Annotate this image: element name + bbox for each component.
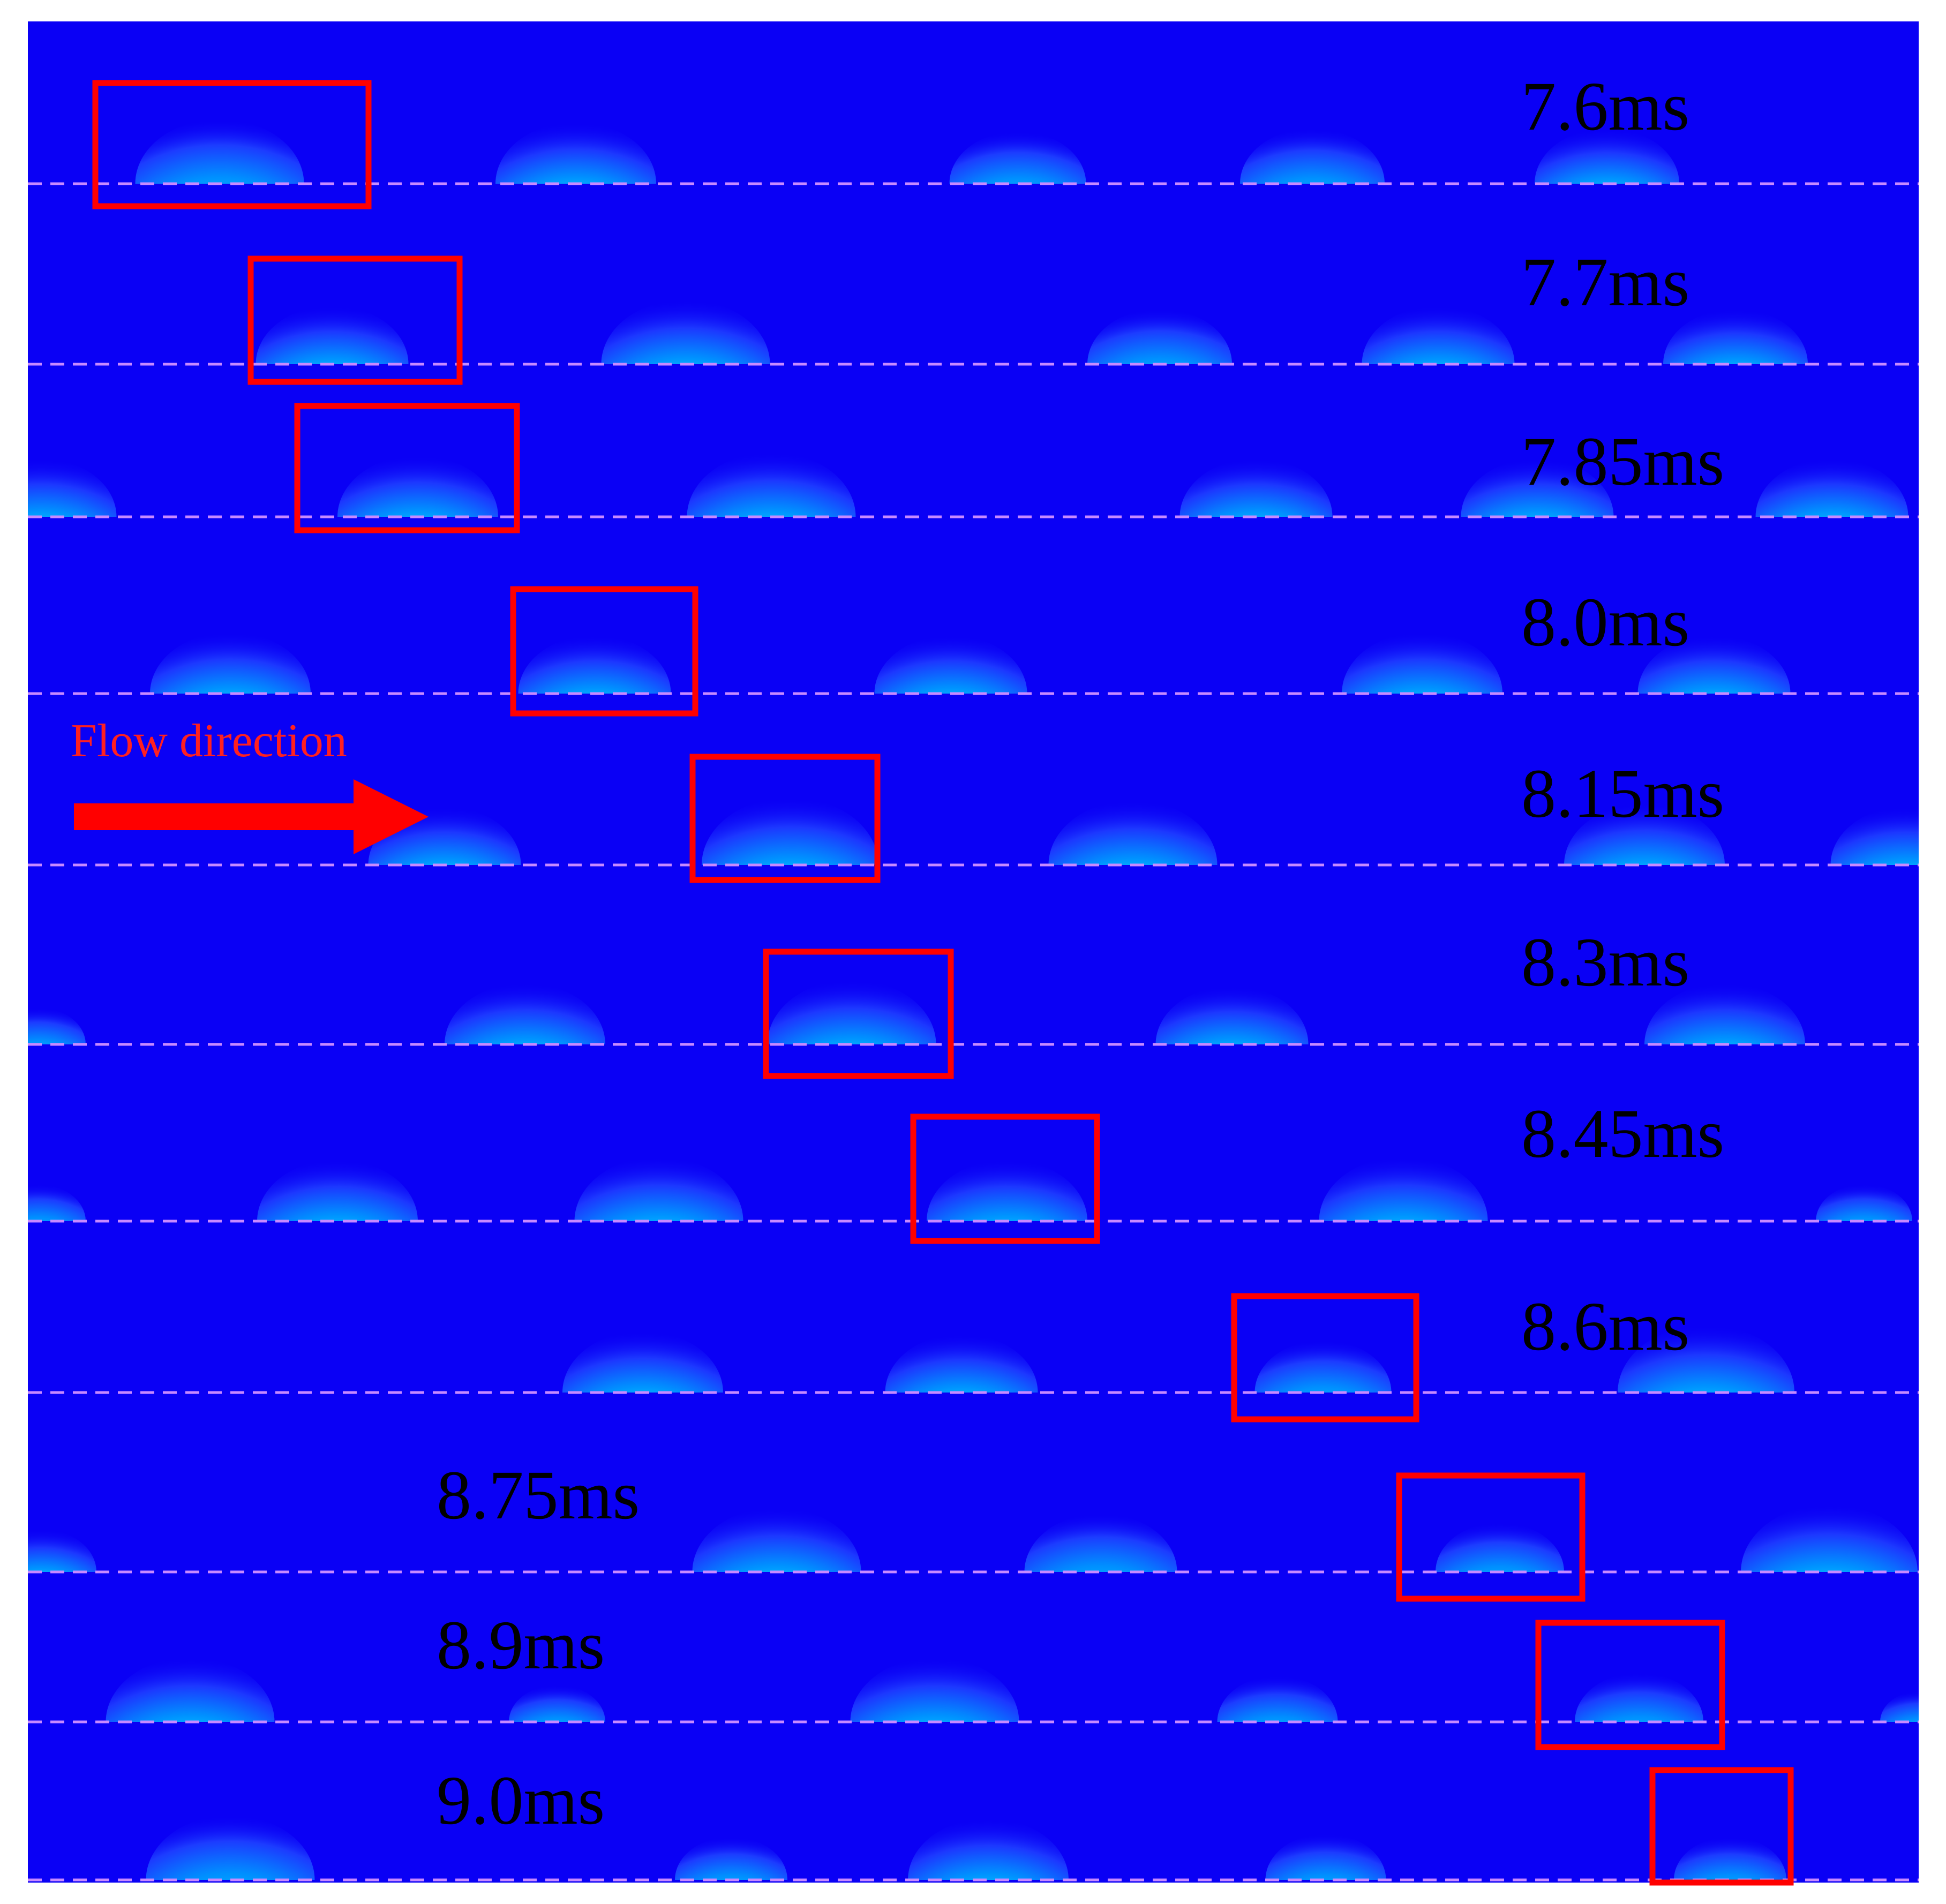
bubble: [1155, 985, 1309, 1044]
bubble: [1674, 1837, 1786, 1880]
bubble: [1644, 983, 1805, 1044]
bubble: [687, 452, 856, 517]
snapshot-row-11: [146, 1815, 1786, 1880]
flow-direction-annotation: Flow direction: [71, 715, 429, 854]
bubble: [1637, 635, 1791, 694]
bubble: [28, 1007, 86, 1044]
highlight-box-layer: [92, 80, 1794, 1886]
bubble: [885, 1334, 1038, 1393]
bubble: [1024, 1513, 1177, 1572]
bubble: [1461, 458, 1614, 517]
bubble: [1880, 1691, 1919, 1722]
bubble: [927, 1160, 1087, 1221]
bubble: [445, 983, 605, 1044]
right-arrow-icon: [74, 779, 429, 854]
tracked-bubble-box: [510, 586, 698, 717]
bubble: [1240, 128, 1385, 184]
bubble: [28, 1184, 86, 1221]
bubble: [1179, 458, 1333, 517]
bubble: [106, 1657, 275, 1722]
snapshot-row-4: [150, 632, 1791, 694]
snapshot-row-10: [106, 1657, 1919, 1722]
tracked-bubble-box: [910, 1113, 1100, 1244]
time-label: 8.45ms: [1521, 1095, 1724, 1172]
tracked-bubble-box: [689, 754, 881, 883]
bubble: [1575, 1673, 1703, 1722]
bubble: [1319, 1156, 1488, 1221]
bubble: [1816, 1184, 1912, 1221]
bubble: [562, 1331, 723, 1393]
bubble: [337, 455, 498, 517]
bubble: [1087, 308, 1232, 364]
tracked-bubble-box: [1231, 1293, 1419, 1423]
bubble: [1254, 1340, 1392, 1393]
bubble: [1217, 1675, 1338, 1722]
snapshot-row-6: [28, 980, 1805, 1044]
time-label: 7.85ms: [1521, 423, 1724, 500]
time-label: 8.9ms: [437, 1607, 605, 1684]
tracked-bubble-box: [1649, 1767, 1794, 1886]
time-label: 9.0ms: [437, 1762, 605, 1839]
bubble-layer: [28, 119, 1919, 1880]
bubble: [675, 1837, 787, 1880]
tracked-bubble-box: [763, 949, 954, 1079]
time-label: 8.75ms: [437, 1457, 640, 1534]
bubble: [257, 1160, 418, 1221]
bubble: [1663, 308, 1808, 364]
bubble: [146, 1815, 315, 1880]
bubble: [1755, 458, 1909, 517]
bubble: [135, 119, 304, 184]
snapshot-row-1: [135, 119, 1679, 184]
snapshot-row-8: [562, 1324, 1794, 1393]
tracked-bubble-box: [247, 255, 463, 385]
bubble: [1564, 803, 1725, 865]
snapshot-row-7: [28, 1156, 1912, 1221]
flow-direction-label: Flow direction: [71, 715, 347, 767]
bubble: [509, 1685, 605, 1722]
baseline-layer: [28, 182, 1919, 1882]
bubble: [256, 305, 409, 364]
bubble: [908, 1818, 1069, 1880]
bubble: [1830, 806, 1919, 865]
tracked-bubble-box: [92, 80, 372, 209]
time-label: 7.6ms: [1521, 68, 1689, 145]
bubble: [28, 1529, 96, 1572]
bubble: [150, 632, 311, 694]
bubble: [874, 635, 1027, 694]
snapshot-row-9: [28, 1504, 1918, 1572]
bubble: [1342, 632, 1502, 694]
bubble: [767, 980, 936, 1044]
time-label: 8.15ms: [1521, 755, 1724, 832]
bubble: [518, 635, 671, 694]
tracked-bubble-box: [1396, 1472, 1586, 1602]
snapshot-row-3: [28, 452, 1909, 517]
bubble: [1048, 800, 1218, 865]
bubble: [1362, 305, 1515, 364]
bubble: [574, 1156, 743, 1221]
snapshot-row-5: [368, 797, 1919, 865]
bubble: [1618, 1324, 1794, 1393]
bubble: [1741, 1504, 1918, 1572]
bubble: [692, 1507, 861, 1572]
bubble: [949, 131, 1086, 184]
snapshot-row-2: [256, 299, 1808, 364]
time-label: 7.7ms: [1521, 244, 1689, 321]
time-label: 8.6ms: [1521, 1288, 1689, 1365]
time-label-layer: 7.6ms 7.7ms 7.85ms 8.0ms 8.15ms 8.3ms 8.45ms 8.…: [437, 68, 1724, 1839]
time-label: 8.0ms: [1521, 584, 1689, 661]
bubble: [1436, 1523, 1564, 1572]
bubble: [702, 797, 878, 865]
tracked-bubble-box: [294, 403, 520, 533]
bubble: [495, 122, 656, 184]
bubble: [850, 1657, 1019, 1722]
bubble: [601, 299, 770, 364]
tracked-bubble-box: [1535, 1620, 1725, 1750]
bubble: [1535, 128, 1679, 184]
bubble: [28, 458, 117, 517]
time-label: 8.3ms: [1521, 924, 1689, 1001]
bubble: [1265, 1833, 1386, 1880]
